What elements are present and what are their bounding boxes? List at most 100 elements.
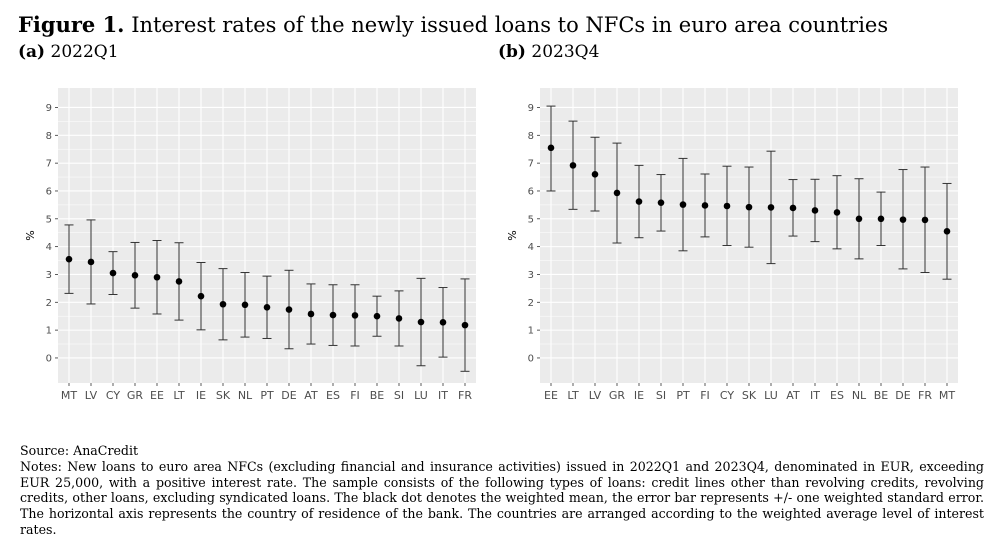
y-tick-label: 7 [528, 159, 534, 170]
mean-point-DE [899, 216, 907, 223]
mean-point-BE [877, 215, 885, 223]
x-tick-label-FI: FI [700, 389, 710, 402]
y-tick-label: 7 [46, 159, 52, 170]
mean-point-SI [657, 199, 665, 206]
x-tick-label-MT: MT [939, 389, 955, 402]
data-group-IE [196, 261, 206, 331]
panel-b-label: (b) 2023Q4 [498, 42, 599, 62]
mean-point-ES [329, 311, 337, 319]
y-tick-label: 6 [46, 187, 52, 198]
y-tick-label: 6 [528, 187, 534, 198]
data-group-LT [174, 242, 184, 321]
mean-point-CY [109, 269, 117, 277]
data-group-FI [350, 284, 360, 347]
mean-point-SK [219, 300, 227, 308]
mean-point-SK [745, 203, 753, 211]
data-group-CY [108, 251, 118, 295]
panel-a-label: (a) 2022Q1 [18, 42, 119, 62]
mean-point-MT [65, 255, 73, 263]
data-group-SI [394, 290, 404, 347]
data-group-PT [262, 275, 272, 339]
chart-panel-a: 0 1 2 3 4 5 6 7 8 9% MT LV CY GR EE LT IE SK NL PT DE AT ES FI B… [24, 88, 476, 402]
mean-point-GR [613, 189, 621, 197]
data-group-NL [854, 178, 864, 260]
y-tick-label: 1 [46, 326, 52, 337]
y-tick-label: 4 [46, 242, 52, 253]
data-group-ES [832, 175, 842, 250]
x-tick-label-BE: BE [874, 389, 889, 402]
x-tick-label-GR: GR [127, 389, 144, 402]
mean-point-FR [921, 216, 929, 224]
y-tick-label: 8 [528, 131, 534, 142]
mean-point-LU [767, 204, 775, 211]
x-tick-label-FR: FR [458, 389, 472, 402]
x-tick-label-CY: CY [720, 389, 734, 402]
data-group-CY [722, 165, 732, 247]
y-axis-label: % [506, 230, 519, 240]
data-group-ES [328, 284, 338, 346]
mean-point-NL [241, 301, 249, 309]
y-tick-label: 8 [46, 131, 52, 142]
data-group-LT [568, 120, 578, 210]
mean-point-LV [87, 258, 95, 266]
mean-point-LU [417, 318, 425, 326]
data-group-PT [678, 157, 688, 252]
x-tick-label-GR: GR [609, 389, 626, 402]
data-group-BE [372, 295, 382, 337]
x-tick-label-SK: SK [216, 389, 231, 402]
x-tick-label-EE: EE [150, 389, 164, 402]
x-tick-label-IT: IT [438, 389, 448, 402]
data-group-EE [152, 240, 162, 315]
x-tick-label-BE: BE [370, 389, 385, 402]
mean-point-SI [395, 315, 403, 322]
data-group-SI [656, 174, 666, 232]
x-tick-label-ES: ES [326, 389, 340, 402]
mean-point-CY [723, 202, 731, 210]
mean-point-PT [679, 201, 687, 208]
x-tick-label-EE: EE [544, 389, 558, 402]
mean-point-DE [285, 306, 293, 313]
x-tick-label-LU: LU [414, 389, 428, 402]
mean-point-FR [461, 321, 469, 329]
figure-title: Figure 1. Interest rates of the newly is… [18, 12, 888, 37]
data-group-LU [416, 277, 426, 367]
y-tick-label: 4 [528, 242, 534, 253]
mean-point-IE [635, 198, 643, 205]
y-tick-label: 3 [46, 270, 52, 281]
data-group-IE [634, 164, 644, 239]
y-tick-label: 2 [46, 298, 52, 309]
data-group-AT [788, 179, 798, 237]
x-tick-label-ES: ES [830, 389, 844, 402]
y-tick-label: 2 [528, 298, 534, 309]
data-group-IT [810, 178, 820, 243]
data-group-FR [460, 278, 470, 372]
data-group-SK [744, 166, 754, 248]
x-tick-label-LU: LU [764, 389, 778, 402]
data-group-MT [64, 224, 74, 294]
x-tick-label-SK: SK [742, 389, 757, 402]
x-tick-label-IT: IT [810, 389, 820, 402]
mean-point-IT [439, 319, 447, 326]
data-group-AT [306, 283, 316, 345]
data-group-LV [86, 219, 96, 305]
y-tick-label: 5 [528, 214, 534, 225]
data-group-LU [766, 150, 776, 265]
figure-notes: Source: AnaCredit Notes: New loans to eu… [20, 443, 984, 538]
panel-b-letter: (b) [498, 42, 526, 62]
mean-point-EE [547, 144, 555, 152]
x-tick-label-LV: LV [85, 389, 98, 402]
mean-point-FI [701, 202, 709, 209]
data-group-GR [612, 142, 622, 244]
x-tick-label-NL: NL [238, 389, 253, 402]
data-group-FR [920, 166, 930, 274]
data-group-GR [130, 241, 140, 309]
y-tick-label: 0 [46, 354, 52, 365]
x-tick-label-CY: CY [106, 389, 120, 402]
y-tick-label: 1 [528, 326, 534, 337]
y-axis-label: % [24, 230, 37, 240]
mean-point-MT [943, 228, 951, 235]
source-note: Source: AnaCredit [20, 443, 139, 458]
panel-a-title: 2022Q1 [50, 42, 119, 62]
mean-point-NL [855, 215, 863, 223]
y-tick-label: 5 [46, 214, 52, 225]
